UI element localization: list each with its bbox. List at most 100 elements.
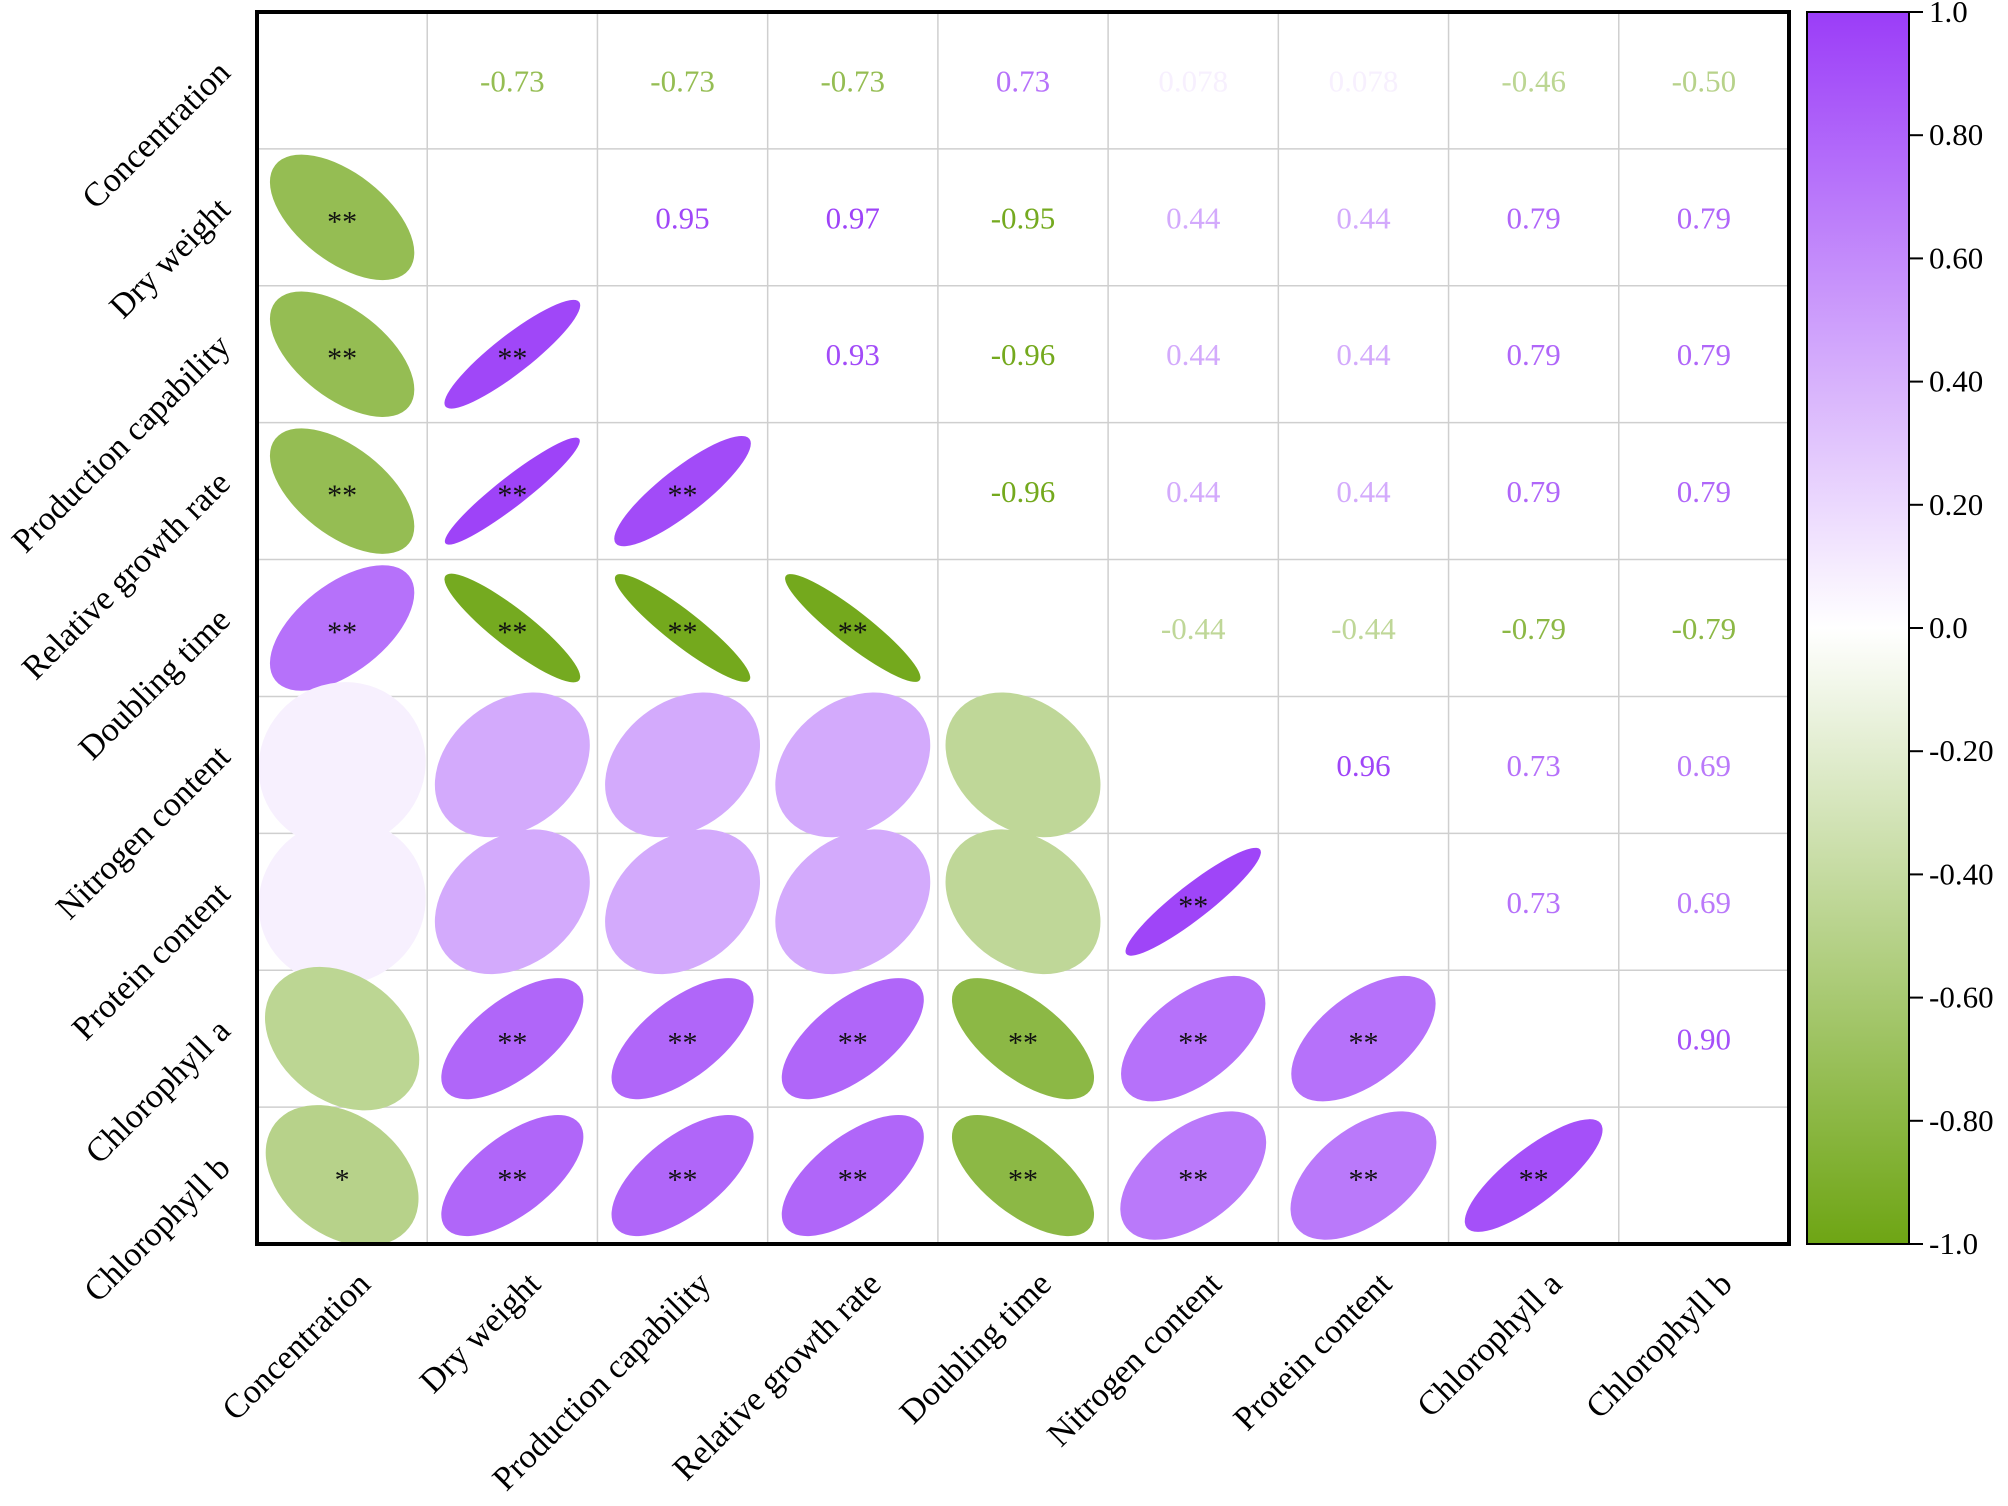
correlation-value: -0.79 (1501, 611, 1566, 646)
correlation-ellipse (611, 978, 754, 1100)
significance-mark: ** (668, 479, 698, 512)
correlation-value: 0.73 (1507, 748, 1561, 783)
correlation-value: 0.078 (1158, 63, 1228, 98)
correlation-ellipse (441, 978, 584, 1100)
correlation-ellipse (269, 154, 415, 281)
correlation-value: 0.73 (996, 63, 1050, 98)
correlation-value: -0.44 (1331, 611, 1396, 646)
correlation-ellipse (945, 829, 1101, 975)
correlation-value: 0.69 (1677, 885, 1731, 920)
correlation-value: 0.79 (1507, 200, 1561, 235)
correlation-ellipse (269, 291, 415, 417)
colorbar-tick-label: 1.0 (1929, 0, 1968, 29)
correlation-ellipse (775, 692, 931, 838)
significance-mark: ** (1348, 1164, 1378, 1197)
plot-frame (255, 10, 1791, 1246)
x-axis-label: Doubling time (893, 1265, 1059, 1431)
x-axis-label: Dry weight (413, 1265, 548, 1400)
correlation-ellipse (265, 1105, 419, 1247)
correlation-value: 0.96 (1336, 748, 1390, 783)
x-axis-label: Nitrogen content (1040, 1265, 1229, 1454)
correlation-value: -0.44 (1161, 611, 1226, 646)
significance-mark: ** (1178, 1164, 1208, 1197)
correlation-value: 0.44 (1166, 474, 1221, 509)
significance-mark: ** (497, 1027, 527, 1060)
significance-mark: ** (1178, 1027, 1208, 1060)
colorbar: 1.0 0.80 0.60 0.40 0.20 0.0 -0.20 -0.40 -0.60 -0.… (1806, 0, 1994, 1261)
correlation-ellipse (1121, 975, 1266, 1102)
correlation-ellipse (444, 437, 580, 545)
x-axis-label: Concentration (215, 1265, 377, 1427)
correlation-ellipse (605, 829, 761, 975)
significance-mark: ** (327, 342, 357, 375)
correlation-ellipse (264, 966, 420, 1111)
correlation-ellipse (444, 299, 581, 409)
correlation-ellipse (258, 682, 426, 848)
y-axis-label: Concentration (75, 54, 237, 216)
x-axis-label: Chlorophyll b (1579, 1265, 1739, 1425)
correlation-value: -0.96 (991, 337, 1056, 372)
correlation-value: 0.44 (1336, 337, 1391, 372)
correlation-ellipse (614, 435, 751, 547)
correlation-ellipse (945, 692, 1101, 838)
correlation-value: 0.44 (1336, 200, 1391, 235)
correlation-ellipse (1290, 1111, 1437, 1240)
correlation-value: 0.078 (1329, 63, 1399, 98)
significance-mark: ** (668, 1027, 698, 1060)
significance-mark: ** (1348, 1027, 1378, 1060)
correlation-value: -0.96 (991, 474, 1056, 509)
correlation-ellipse (781, 978, 924, 1100)
colorbar-tick-label: 0.40 (1929, 364, 1983, 399)
matrix-cells: -0.73 -0.73 -0.73 0.73 0.078 0.078 -0.46 -0.50 *… (258, 63, 1736, 1247)
correlation-ellipse (269, 565, 415, 691)
significance-mark: ** (497, 479, 527, 512)
correlation-ellipse (785, 574, 921, 682)
correlation-ellipse (434, 692, 590, 838)
significance-mark: ** (668, 616, 698, 649)
significance-mark: ** (1519, 1164, 1549, 1197)
y-axis-label: Dry weight (103, 190, 238, 325)
significance-mark: ** (327, 616, 357, 649)
correlation-value: 0.95 (655, 200, 709, 235)
correlation-ellipse (269, 428, 415, 554)
correlation-value: 0.90 (1677, 1022, 1731, 1057)
significance-mark: ** (1178, 890, 1208, 923)
correlation-ellipse (441, 1114, 584, 1237)
significance-mark: ** (838, 1164, 868, 1197)
colorbar-tick-label: -0.60 (1929, 980, 1994, 1015)
colorbar-tick-label: 0.20 (1929, 487, 1983, 522)
correlation-value: -0.46 (1501, 63, 1566, 98)
correlation-value: 0.79 (1677, 200, 1731, 235)
colorbar-tick-label: -0.40 (1929, 856, 1994, 891)
colorbar-tick-label: 0.80 (1929, 117, 1983, 152)
correlation-value: 0.79 (1677, 337, 1731, 372)
correlation-ellipse (781, 1114, 924, 1237)
correlation-value: 0.44 (1336, 474, 1391, 509)
correlation-ellipse (1291, 975, 1436, 1102)
correlation-ellipse (1125, 847, 1261, 956)
significance-mark: ** (327, 479, 357, 512)
significance-mark: ** (838, 1027, 868, 1060)
correlation-ellipse (1464, 1119, 1603, 1232)
correlation-ellipse (775, 829, 931, 975)
x-axis-label: Chlorophyll a (1410, 1265, 1569, 1424)
y-axis-label: Chlorophyll b (77, 1149, 237, 1309)
significance-mark: ** (1008, 1027, 1038, 1060)
correlation-value: -0.95 (991, 200, 1056, 235)
correlation-value: 0.79 (1507, 337, 1561, 372)
correlation-ellipse (611, 1114, 754, 1237)
significance-mark: ** (838, 616, 868, 649)
correlation-value: -0.73 (650, 63, 715, 98)
colorbar-tick-label: 0.60 (1929, 240, 1983, 275)
correlation-value: 0.73 (1507, 885, 1561, 920)
correlation-ellipse (951, 1114, 1095, 1237)
colorbar-tick-label: -0.20 (1929, 733, 1994, 768)
correlation-ellipse (951, 978, 1095, 1100)
x-axis-label: Protein content (1227, 1265, 1400, 1438)
colorbar-tick-label: -0.80 (1929, 1103, 1994, 1138)
correlation-value: -0.73 (820, 63, 885, 98)
significance-mark: * (335, 1164, 350, 1197)
